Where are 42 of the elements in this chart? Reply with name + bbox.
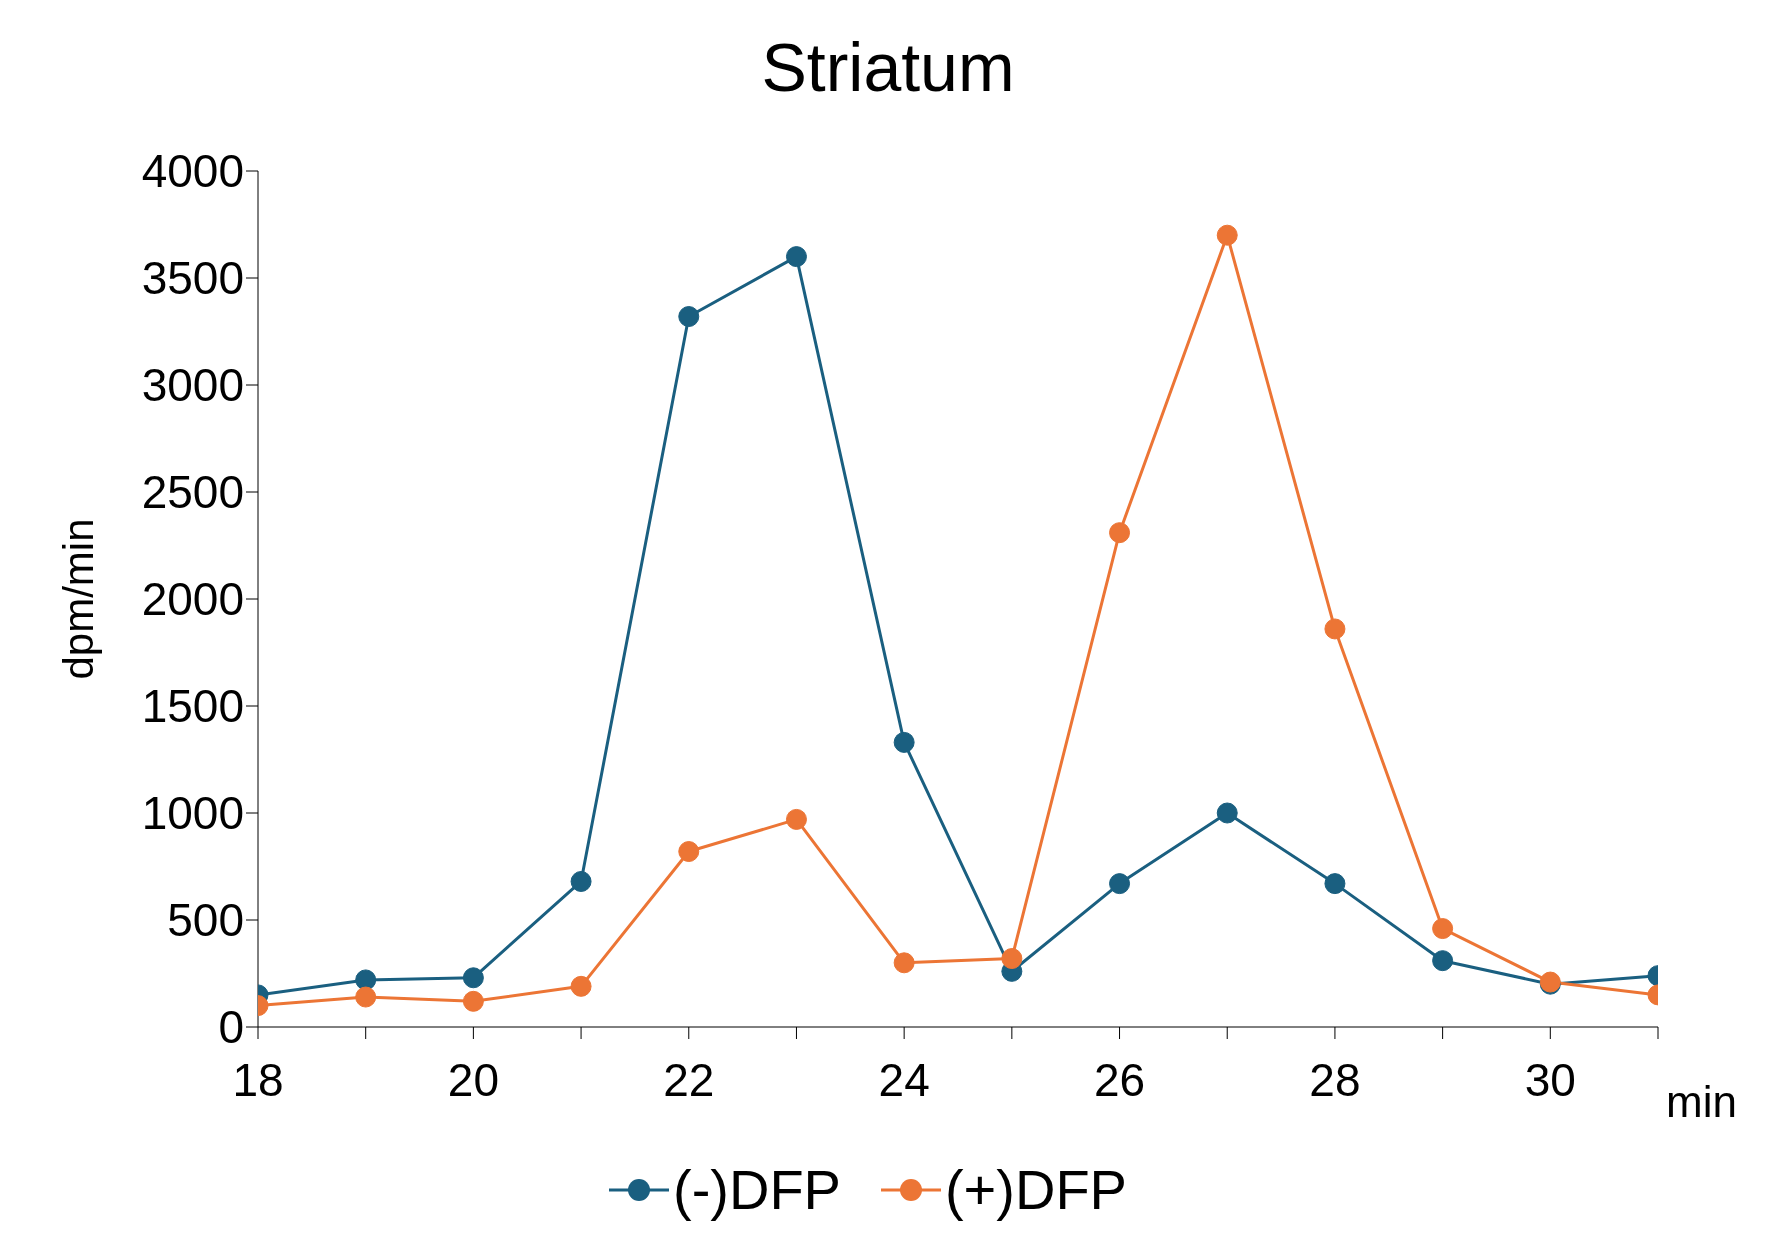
point bbox=[678, 306, 700, 328]
y-tick-label: 3500 bbox=[141, 252, 244, 305]
point bbox=[1432, 950, 1454, 972]
x-tick-label: 24 bbox=[878, 1053, 930, 1106]
point bbox=[893, 731, 915, 753]
point bbox=[1109, 522, 1131, 544]
x-tick-label: 30 bbox=[1524, 1053, 1576, 1106]
point bbox=[462, 990, 484, 1012]
point bbox=[1001, 948, 1023, 970]
x-axis-title: min bbox=[1666, 1077, 1737, 1126]
point bbox=[1109, 873, 1131, 895]
point bbox=[893, 952, 915, 974]
x-tick-label: 20 bbox=[447, 1053, 499, 1106]
point bbox=[355, 969, 377, 991]
x-tick-label: 22 bbox=[663, 1053, 715, 1106]
x-tick-label: 18 bbox=[232, 1053, 284, 1106]
y-tick-label: 1500 bbox=[141, 680, 244, 733]
point bbox=[1216, 802, 1238, 824]
y-axis-title: dpm/min bbox=[54, 518, 102, 680]
point bbox=[1324, 618, 1346, 640]
y-tick-label: 2000 bbox=[141, 573, 244, 626]
point bbox=[462, 967, 484, 989]
y-tick-label: 4000 bbox=[141, 145, 244, 198]
y-tick-label: 2500 bbox=[141, 466, 244, 519]
y-tick-label: 500 bbox=[167, 894, 244, 947]
x-tick-label: 28 bbox=[1309, 1053, 1361, 1106]
point bbox=[785, 808, 807, 830]
x-tick-label: 26 bbox=[1093, 1053, 1146, 1106]
point bbox=[570, 870, 592, 892]
point bbox=[785, 246, 807, 268]
chart-title: Striatum bbox=[760, 28, 1016, 106]
legend-label: (+)DFP bbox=[943, 1157, 1127, 1222]
point bbox=[1216, 224, 1238, 246]
point bbox=[678, 841, 700, 863]
y-tick-label: 3000 bbox=[141, 359, 244, 412]
legend-label: (-)DFP bbox=[672, 1157, 841, 1222]
y-tick-label: 1000 bbox=[141, 787, 244, 840]
y-tick-label: 0 bbox=[218, 1001, 244, 1054]
point bbox=[570, 975, 592, 997]
point bbox=[1432, 918, 1454, 940]
point bbox=[1324, 873, 1346, 895]
point bbox=[355, 986, 377, 1008]
